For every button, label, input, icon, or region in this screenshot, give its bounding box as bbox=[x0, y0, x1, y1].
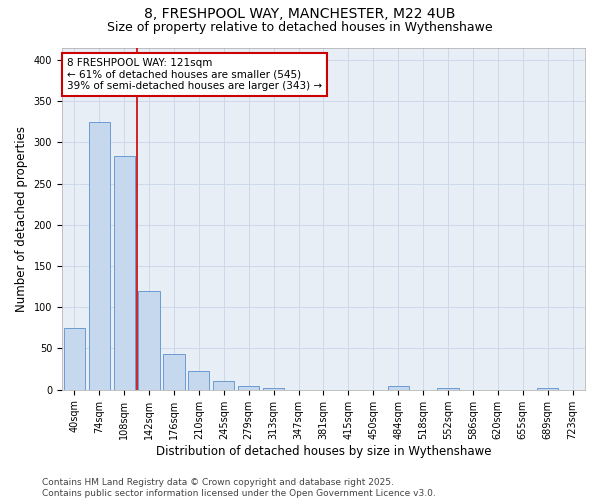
Bar bbox=[188, 371, 209, 390]
Bar bbox=[238, 386, 259, 390]
Bar bbox=[388, 386, 409, 390]
X-axis label: Distribution of detached houses by size in Wythenshawe: Distribution of detached houses by size … bbox=[156, 444, 491, 458]
Bar bbox=[437, 388, 458, 390]
Bar bbox=[113, 156, 135, 390]
Bar bbox=[213, 380, 235, 390]
Bar bbox=[64, 328, 85, 390]
Bar bbox=[139, 291, 160, 390]
Text: Size of property relative to detached houses in Wythenshawe: Size of property relative to detached ho… bbox=[107, 21, 493, 34]
Y-axis label: Number of detached properties: Number of detached properties bbox=[15, 126, 28, 312]
Text: 8 FRESHPOOL WAY: 121sqm
← 61% of detached houses are smaller (545)
39% of semi-d: 8 FRESHPOOL WAY: 121sqm ← 61% of detache… bbox=[67, 58, 322, 91]
Bar bbox=[537, 388, 558, 390]
Bar bbox=[263, 388, 284, 390]
Bar bbox=[89, 122, 110, 390]
Text: Contains HM Land Registry data © Crown copyright and database right 2025.
Contai: Contains HM Land Registry data © Crown c… bbox=[42, 478, 436, 498]
Text: 8, FRESHPOOL WAY, MANCHESTER, M22 4UB: 8, FRESHPOOL WAY, MANCHESTER, M22 4UB bbox=[145, 8, 455, 22]
Bar bbox=[163, 354, 185, 390]
